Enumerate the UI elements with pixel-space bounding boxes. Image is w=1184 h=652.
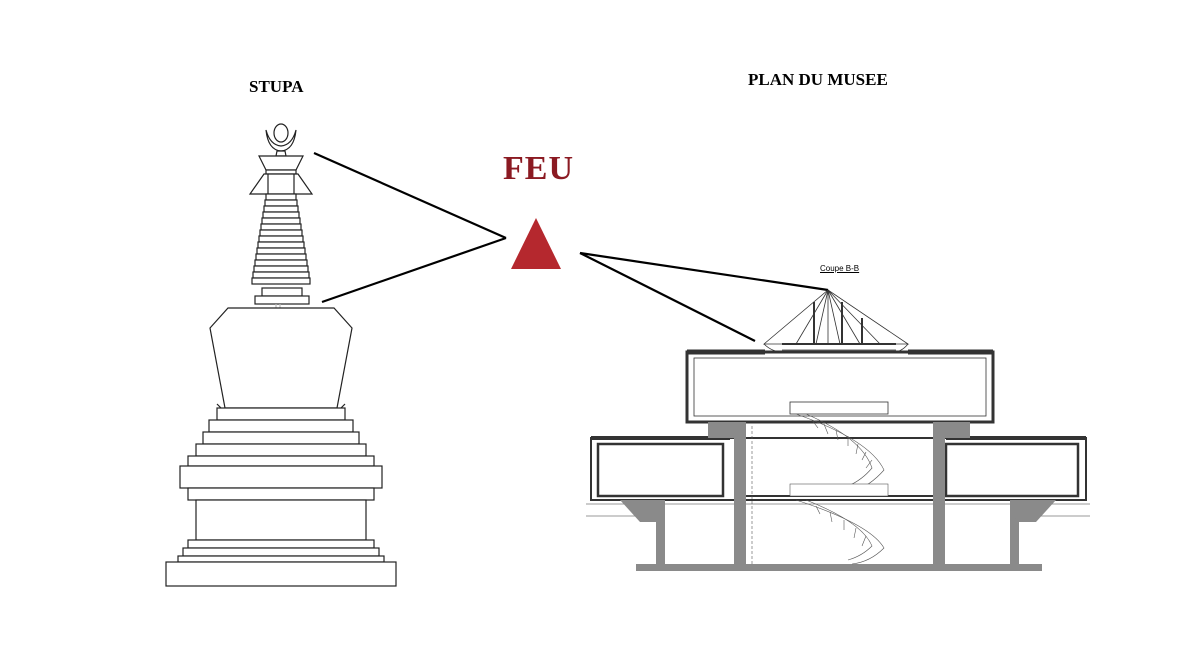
stupa-jewel [273, 123, 289, 143]
stupa-title: STUPA [249, 77, 304, 96]
line-fire-to-roof-peak [579, 251, 829, 292]
line-fire-to-stupa-dome [321, 236, 507, 304]
red-triangle-icon [511, 218, 561, 269]
museum-concrete-structure [620, 422, 1056, 571]
stupa-terraces [177, 407, 385, 563]
stupa-base [165, 561, 397, 587]
line-stupa-top-to-fire [313, 151, 507, 240]
stupa-spire-rings [251, 193, 311, 285]
museum-pyramid-roof [762, 289, 910, 351]
museum-upper-level [685, 343, 995, 424]
connector-lines [313, 151, 829, 342]
museum-plan-title: PLAN DU MUSEE [748, 70, 888, 89]
museum-spiral-staircase [751, 413, 889, 566]
section-label: Coupe B-B [820, 264, 860, 273]
stupa-canopy [248, 173, 314, 195]
stupa-dome [209, 307, 353, 409]
line-fire-to-roof-edge [579, 252, 756, 342]
stupa-drawing [165, 123, 397, 587]
stupa-harmika [261, 287, 303, 297]
stupa-crescent [265, 129, 297, 152]
fire-label: FEU [503, 150, 574, 187]
stupa-parasol [258, 155, 304, 171]
museum-section-drawing [586, 289, 1090, 571]
